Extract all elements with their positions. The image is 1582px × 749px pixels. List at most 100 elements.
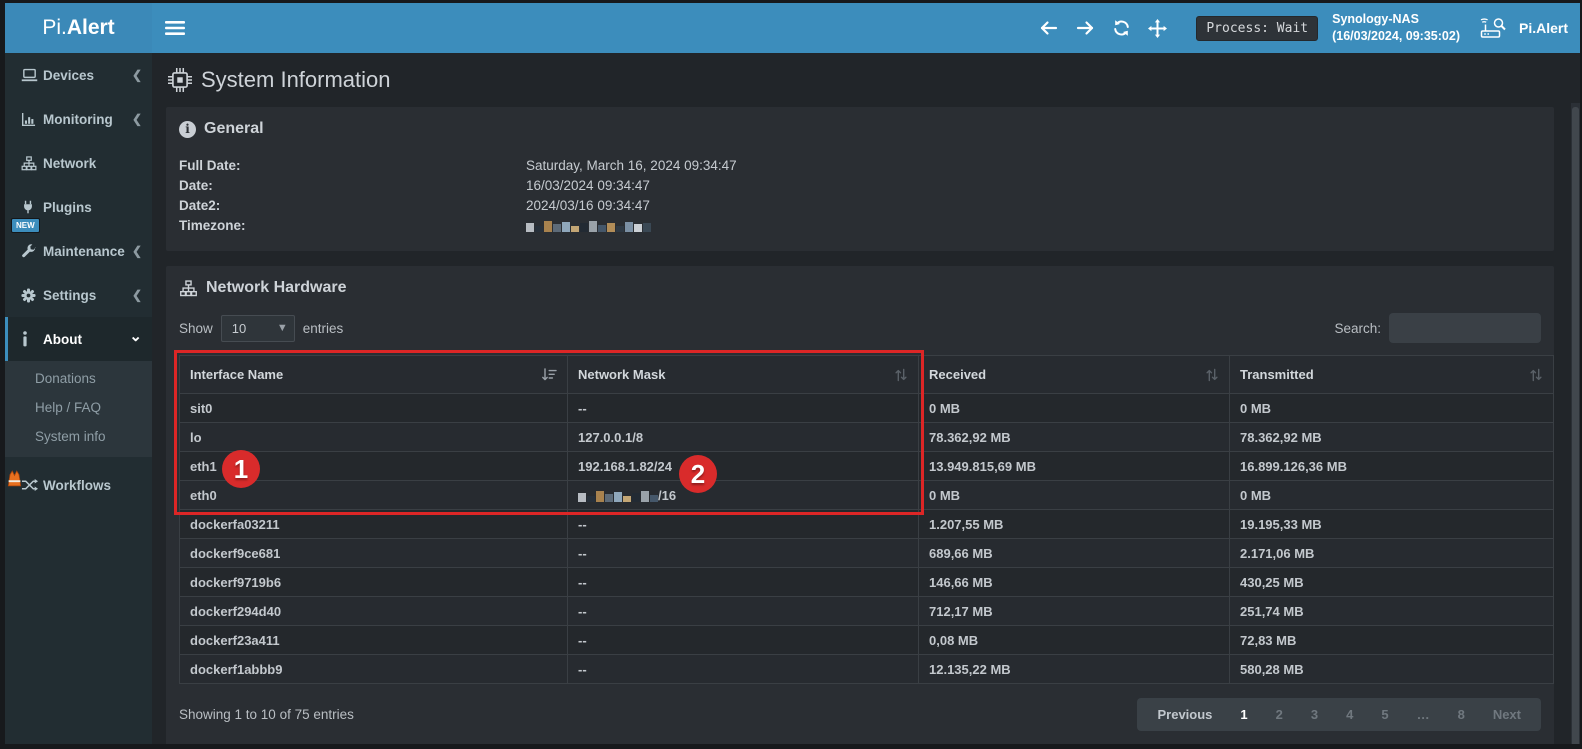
general-row-label: Date2:: [179, 198, 221, 213]
general-row: Full Date: Saturday, March 16, 2024 09:34…: [179, 156, 1541, 176]
pagination-item-3[interactable]: 3: [1310, 707, 1319, 722]
table-row: eth1 192.168.1.82/24 13.949.815,69 MB 16.89…: [179, 451, 1554, 481]
table-cell: eth1: [179, 451, 568, 481]
table-footer: Showing 1 to 10 of 75 entries Previous 1 2…: [179, 698, 1541, 731]
general-panel-title: i General: [179, 120, 1541, 138]
safety-vest-icon: [5, 469, 24, 487]
table-cell: dockerf294d40: [179, 596, 568, 626]
column-header-network-mask[interactable]: Network Mask: [567, 355, 919, 394]
chevron-left-icon: ❮: [131, 244, 142, 258]
sidebar-subitem-donations[interactable]: Donations: [35, 371, 96, 386]
general-row-label: Date:: [179, 178, 213, 193]
sidebar-item-about[interactable]: About ⌄: [5, 317, 152, 361]
table-cell: 127.0.0.1/8: [567, 422, 919, 452]
refresh-button[interactable]: [1104, 3, 1138, 53]
sidebar-item-settings[interactable]: Settings ❮: [5, 273, 152, 317]
sidebar-item-label: Workflows: [43, 477, 112, 493]
column-header-transmitted[interactable]: Transmitted: [1229, 355, 1554, 394]
column-header-label: Interface Name: [190, 367, 284, 382]
sidebar-item-monitoring[interactable]: Monitoring ❮: [5, 97, 152, 141]
arrow-right-icon: [1075, 19, 1095, 37]
pagination-item-next[interactable]: Next: [1492, 707, 1521, 722]
pagination-item-previous[interactable]: Previous: [1157, 707, 1213, 722]
cpu-chip-icon: [168, 68, 192, 92]
general-row-label: Full Date:: [179, 158, 241, 173]
showing-entries-text: Showing 1 to 10 of 75 entries: [179, 707, 354, 722]
sidebar-item-label: Devices: [43, 67, 95, 83]
sidebar-toggle-button[interactable]: [152, 3, 198, 53]
app-window: Pi.Alert: [5, 3, 1580, 744]
process-status-badge: Process: Wait: [1196, 15, 1319, 41]
scrollbar-thumb[interactable]: [1572, 107, 1579, 744]
table-row: dockerf9ce681 -- 689,66 MB 2.171,06 MB: [179, 538, 1554, 568]
sidebar-item-devices[interactable]: Devices ❮: [5, 53, 152, 97]
app-logo[interactable]: Pi.Alert: [5, 3, 152, 53]
entries-label: entries: [302, 320, 344, 336]
sidebar-subitem-help-faq[interactable]: Help / FAQ: [35, 400, 102, 415]
sidebar-subitem-system-info[interactable]: System info: [35, 429, 106, 444]
general-row-value: [526, 216, 1541, 236]
sidebar-item-workflows[interactable]: Workflows: [5, 463, 152, 507]
column-header-label: Network Mask: [578, 367, 666, 382]
table-cell: 19.195,33 MB: [1229, 509, 1554, 539]
device-timestamp: (16/03/2024, 09:35:02): [1332, 29, 1460, 43]
general-panel: i General Full Date: Saturday, March 16, …: [166, 107, 1554, 251]
general-row-value: Saturday, March 16, 2024 09:34:47: [526, 158, 737, 173]
table-cell: 0 MB: [918, 480, 1230, 510]
table-row: sit0 -- 0 MB 0 MB: [179, 393, 1554, 423]
pagination-item-[interactable]: …: [1416, 707, 1430, 722]
table-cell: dockerfa03211: [179, 509, 568, 539]
pagination: Previous 1 2 3 4 5 … 8 Next: [1137, 698, 1541, 731]
table-cell: --: [567, 654, 919, 684]
sitemap-icon: [21, 155, 43, 171]
table-cell: --: [567, 596, 919, 626]
sort-icon: [1529, 368, 1543, 382]
sidebar-item-plugins[interactable]: Plugins: [5, 185, 152, 229]
sidebar-item-label: Network: [43, 155, 97, 171]
refresh-icon: [1112, 19, 1131, 37]
table-cell: 689,66 MB: [918, 538, 1230, 568]
pagination-item-5[interactable]: 5: [1381, 707, 1389, 722]
gear-icon: [21, 287, 43, 303]
back-button[interactable]: [1032, 3, 1066, 53]
table-row: dockerf23a411 -- 0,08 MB 72,83 MB: [179, 625, 1554, 655]
sidebar-item-network[interactable]: Network: [5, 141, 152, 185]
move-button[interactable]: [1140, 3, 1174, 53]
pagination-item-2[interactable]: 2: [1275, 707, 1283, 722]
table-cell: 580,28 MB: [1229, 654, 1554, 684]
table-cell: 2.171,06 MB: [1229, 538, 1554, 568]
sort-icon: [894, 368, 908, 382]
show-label: Show: [179, 320, 213, 336]
general-row: Date: 16/03/2024 09:34:47: [179, 176, 1541, 196]
table-cell: 16.899.126,36 MB: [1229, 451, 1554, 481]
column-header-interface-name[interactable]: Interface Name: [179, 355, 568, 394]
table-cell-text: /16: [658, 487, 677, 503]
pagination-item-1[interactable]: 1: [1240, 707, 1248, 722]
table-cell: 712,17 MB: [918, 596, 1230, 626]
sidebar-item-maintenance[interactable]: NEW Maintenance ❮: [5, 218, 152, 273]
table-row: lo 127.0.0.1/8 78.362,92 MB 78.362,92 MB: [179, 422, 1554, 452]
page-scrollbar[interactable]: [1571, 103, 1580, 744]
table-cell: 0,08 MB: [918, 625, 1230, 655]
navbar: Process: Wait Synology-NAS (16/03/2024, …: [152, 3, 1580, 53]
page-size-select[interactable]: 10: [220, 314, 295, 342]
table-cell: --: [567, 509, 919, 539]
table-cell: 251,74 MB: [1229, 596, 1554, 626]
info-circle-icon: i: [179, 120, 196, 138]
main-content: System Information i General Full Date: S…: [152, 53, 1580, 744]
sitemap-icon: [179, 279, 198, 297]
pagination-item-4[interactable]: 4: [1346, 707, 1354, 722]
table-cell: 13.949.815,69 MB: [918, 451, 1230, 481]
table-cell: dockerf23a411: [179, 625, 568, 655]
chevron-down-icon: ⌄: [129, 328, 142, 345]
device-status: Synology-NAS (16/03/2024, 09:35:02): [1332, 11, 1460, 45]
network-hardware-title-text: Network Hardware: [206, 279, 347, 296]
column-header-label: Received: [929, 367, 987, 382]
table-cell: 78.362,92 MB: [918, 422, 1230, 452]
forward-button[interactable]: [1068, 3, 1102, 53]
network-hardware-table: Interface Name Network Mask Received Transm…: [179, 355, 1554, 684]
pagination-item-8[interactable]: 8: [1457, 707, 1465, 722]
search-input[interactable]: [1389, 313, 1541, 343]
device-name: Synology-NAS: [1332, 12, 1419, 27]
column-header-received[interactable]: Received: [918, 355, 1230, 394]
